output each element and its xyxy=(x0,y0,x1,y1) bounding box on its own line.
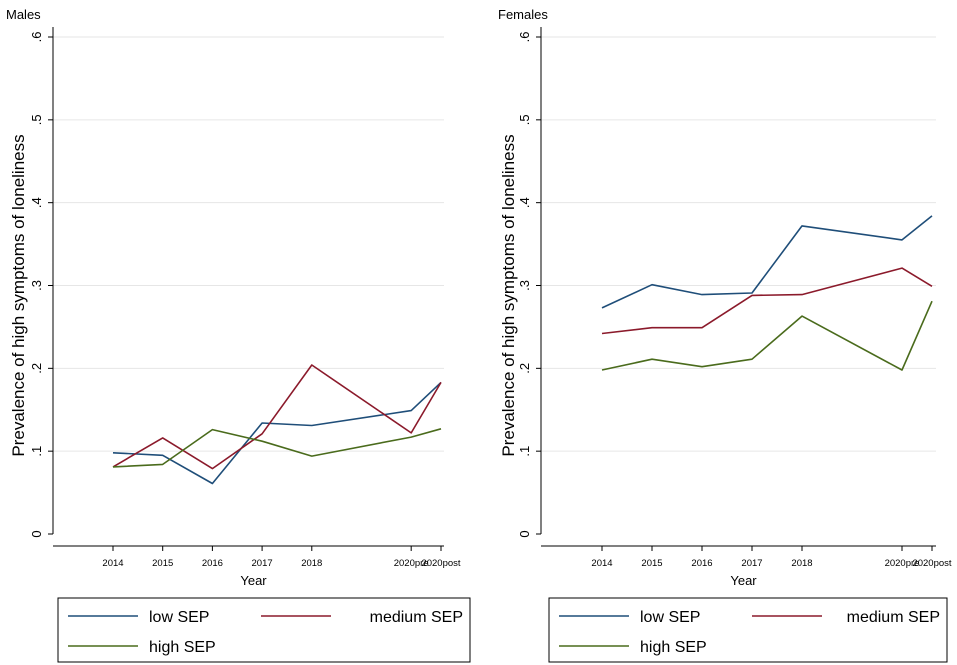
y-tick-label: .2 xyxy=(517,363,532,374)
medium-sep-line xyxy=(112,364,442,470)
x-tick-label: 2020post xyxy=(421,558,460,569)
x-tick-label: 2020pre xyxy=(394,558,429,569)
x-tick-label: 2015 xyxy=(641,558,662,569)
females-panel: Females 0 .1 .2 .3 .4 .5 .6 Prevalence of high s… xyxy=(498,7,952,663)
y-tick-label: .5 xyxy=(29,114,44,125)
legend-box xyxy=(57,597,471,663)
x-tick-label: 2016 xyxy=(691,558,712,569)
x-axis-label: Year xyxy=(240,573,267,588)
high-sep-line xyxy=(601,300,933,371)
males-panel: Males 0 .1 .2 .3 .4 .5 .6 Prevalence of high sym… xyxy=(6,7,471,663)
x-axis-label: Year xyxy=(730,573,757,588)
y-tick-label: .2 xyxy=(29,363,44,374)
x-tick-label: 2018 xyxy=(791,558,812,569)
legend-label-high-sep: high SEP xyxy=(640,639,707,656)
y-tick-label: .6 xyxy=(29,32,44,43)
x-tick-label: 2017 xyxy=(741,558,762,569)
x-tick-label: 2017 xyxy=(252,558,273,569)
y-tick-label: .1 xyxy=(29,446,44,457)
x-tick-label: 2014 xyxy=(102,558,123,569)
legend-label-low-sep: low SEP xyxy=(640,609,700,626)
x-tick-label: 2020post xyxy=(912,558,951,569)
x-tick-label: 2020pre xyxy=(885,558,920,569)
medium-sep-line xyxy=(601,267,933,335)
y-tick-label: .1 xyxy=(517,446,532,457)
low-sep-line xyxy=(112,381,442,485)
y-tick-label: .5 xyxy=(517,114,532,125)
y-tick-label: .3 xyxy=(29,280,44,291)
x-tick-label: 2016 xyxy=(202,558,223,569)
legend-label-low-sep: low SEP xyxy=(149,609,209,626)
legend-box xyxy=(548,597,948,663)
high-sep-line xyxy=(112,428,442,468)
y-axis-label: Prevalence of high symptoms of lonelines… xyxy=(9,134,28,456)
y-tick-label: .4 xyxy=(29,197,44,208)
legend-label-medium-sep: medium SEP xyxy=(370,609,463,626)
y-tick-label: 0 xyxy=(29,530,44,537)
panel-title: Males xyxy=(6,7,41,22)
y-tick-label: 0 xyxy=(517,530,532,537)
x-tick-label: 2018 xyxy=(301,558,322,569)
x-tick-label: 2015 xyxy=(152,558,173,569)
low-sep-line xyxy=(601,215,933,309)
legend-label-medium-sep: medium SEP xyxy=(847,609,940,626)
y-tick-label: .6 xyxy=(517,32,532,43)
legend-label-high-sep: high SEP xyxy=(149,639,216,656)
y-axis-label: Prevalence of high symptoms of lonelines… xyxy=(499,134,518,456)
y-tick-label: .4 xyxy=(517,197,532,208)
y-tick-label: .3 xyxy=(517,280,532,291)
x-tick-label: 2014 xyxy=(591,558,612,569)
panel-title: Females xyxy=(498,7,548,22)
